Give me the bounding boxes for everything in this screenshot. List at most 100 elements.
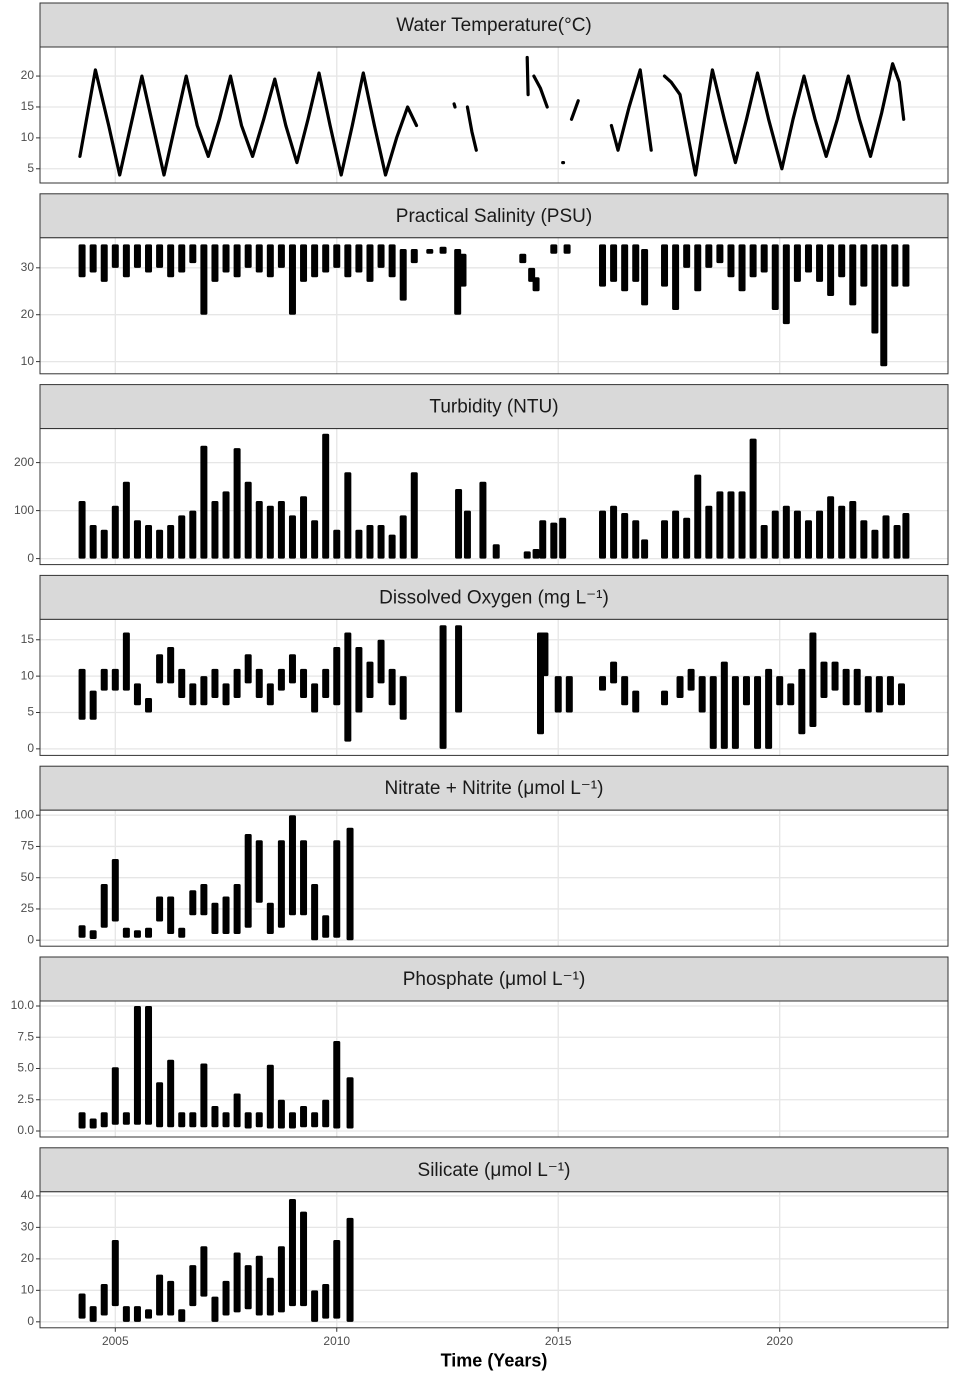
data-range	[89, 690, 97, 720]
data-range	[864, 676, 872, 713]
data-range	[599, 510, 607, 559]
data-range	[211, 1106, 219, 1128]
plot-area	[40, 47, 948, 183]
data-range	[122, 927, 130, 938]
data-range	[111, 244, 119, 268]
plot-border	[39, 428, 949, 566]
data-range	[344, 632, 352, 742]
data-range	[410, 249, 418, 264]
panel: Water Temperature(°C) 5 10 15 20	[21, 2, 949, 184]
data-range	[189, 244, 197, 264]
data-range	[366, 661, 374, 698]
data-range	[816, 510, 824, 559]
data-range	[266, 902, 274, 934]
data-range	[122, 481, 130, 559]
data-range	[311, 520, 319, 559]
data-range	[211, 668, 219, 698]
data-range	[89, 930, 97, 939]
data-range	[277, 1099, 285, 1129]
data-range	[716, 491, 724, 559]
data-range	[882, 515, 890, 559]
data-range	[771, 510, 779, 559]
data-range	[661, 244, 669, 287]
data-range	[200, 244, 208, 315]
data-range	[322, 668, 330, 698]
x-tick-label: 2005	[102, 1334, 129, 1348]
data-range	[200, 1063, 208, 1128]
data-range	[765, 668, 773, 749]
data-range	[860, 244, 868, 287]
data-range	[211, 244, 219, 282]
data-range	[459, 253, 467, 287]
data-range	[388, 244, 396, 278]
strip-title: Water Temperature(°C)	[396, 15, 592, 36]
data-range	[366, 524, 374, 559]
strip-title: Dissolved Oxygen (mg L⁻¹)	[379, 587, 609, 608]
data-range	[886, 676, 894, 706]
strip-title: Silicate (μmol L⁻¹)	[418, 1160, 571, 1181]
data-range	[244, 833, 252, 928]
data-range	[816, 244, 824, 282]
data-range	[782, 505, 790, 559]
data-range	[300, 244, 308, 282]
data-range	[610, 505, 618, 559]
data-range	[661, 520, 669, 559]
data-range	[178, 244, 186, 273]
data-range	[738, 244, 746, 292]
data-range	[838, 505, 846, 559]
data-range	[661, 690, 669, 706]
data-range	[798, 668, 806, 735]
data-range	[554, 676, 562, 713]
x-tick-label: 2020	[766, 1334, 793, 1348]
data-range	[760, 524, 768, 559]
data-range	[754, 676, 762, 749]
data-range	[167, 647, 175, 684]
data-range	[346, 1217, 354, 1322]
data-range	[122, 1306, 130, 1322]
panel: Phosphate (μmol L⁻¹) 0.0 2.5 5.0 7.5 10.0	[11, 956, 949, 1138]
data-range	[233, 1093, 241, 1128]
data-range	[222, 491, 230, 559]
strip-title: Nitrate + Nitrite (μmol L⁻¹)	[385, 778, 604, 799]
strip	[39, 574, 949, 620]
data-range	[277, 668, 285, 691]
data-range	[621, 244, 629, 292]
data-range	[211, 500, 219, 559]
data-range	[831, 661, 839, 691]
strip	[39, 956, 949, 1002]
data-range	[222, 244, 230, 273]
data-range	[288, 244, 296, 315]
data-range	[178, 668, 186, 698]
strip-title: Turbidity (NTU)	[429, 397, 558, 418]
data-range	[133, 1006, 141, 1125]
data-range	[189, 1112, 197, 1128]
data-range	[532, 548, 540, 559]
data-range	[167, 524, 175, 559]
data-range	[311, 683, 319, 713]
data-range	[902, 244, 910, 287]
data-range	[233, 448, 241, 559]
data-range	[683, 517, 691, 559]
data-line	[78, 55, 906, 177]
data-range	[100, 668, 108, 691]
data-range	[455, 625, 463, 713]
data-range	[632, 520, 640, 559]
data-range	[222, 683, 230, 706]
y-tick-label: 20	[21, 307, 35, 321]
data-range	[300, 1106, 308, 1128]
data-range	[111, 668, 119, 691]
data-range	[277, 840, 285, 928]
data-range	[849, 500, 857, 559]
data-range	[255, 500, 263, 559]
y-tick-label: 20	[21, 1251, 35, 1265]
data-range	[277, 1246, 285, 1313]
data-range	[78, 668, 86, 720]
data-range	[880, 244, 888, 367]
x-axis-title: Time (Years)	[441, 1351, 548, 1371]
data-range	[189, 510, 197, 559]
data-range	[871, 244, 879, 334]
data-range	[78, 925, 86, 938]
data-range	[641, 539, 649, 559]
plot-area	[40, 1191, 948, 1328]
data-range	[860, 520, 868, 559]
